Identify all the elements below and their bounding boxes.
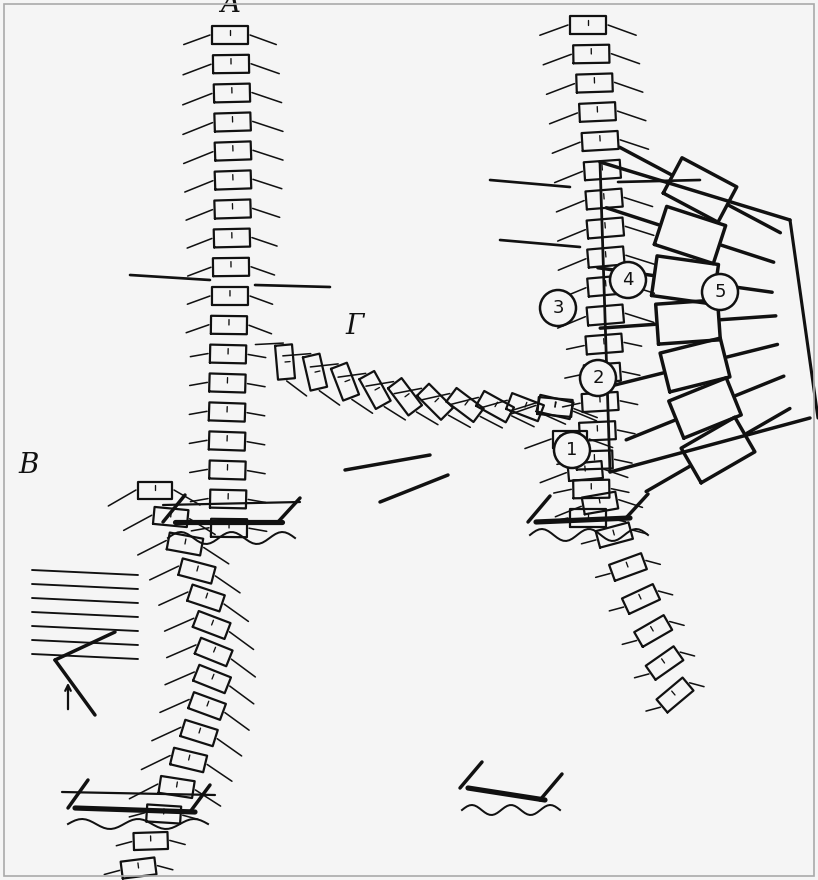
Text: Г: Г xyxy=(346,313,364,340)
Text: 3: 3 xyxy=(552,299,564,317)
Circle shape xyxy=(540,290,576,326)
Text: 1: 1 xyxy=(566,441,578,459)
Text: A: A xyxy=(220,0,240,18)
Circle shape xyxy=(702,274,738,310)
Text: 2: 2 xyxy=(592,369,604,387)
Text: Б: Б xyxy=(580,0,600,5)
Text: 4: 4 xyxy=(622,271,634,289)
Circle shape xyxy=(580,360,616,396)
Text: 5: 5 xyxy=(714,283,726,301)
Circle shape xyxy=(554,432,590,468)
Text: B: B xyxy=(18,451,38,479)
Circle shape xyxy=(610,262,646,298)
